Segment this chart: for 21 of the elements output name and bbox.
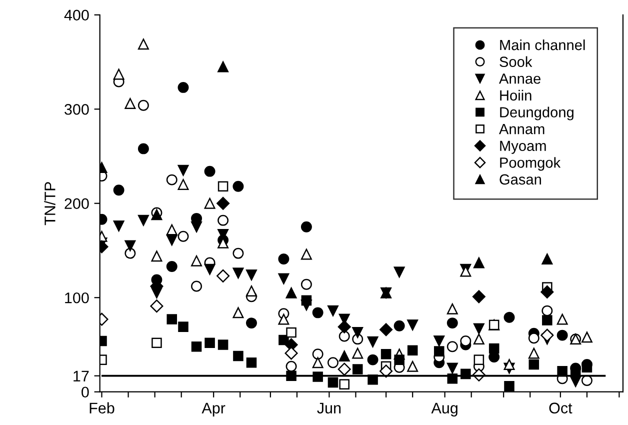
y-tick-label: 100 [65,292,89,304]
x-tick-label: Jun [317,402,341,414]
x-tick-label: Oct [549,402,572,414]
y-tick-label: 300 [64,104,89,115]
legend-label: Deungdong [500,106,574,120]
legend-label: Sook [500,56,532,68]
legend-label: Poomgok [500,157,561,171]
x-tick-label: Aug [431,402,458,417]
legend-label: Annam [499,124,544,134]
y-tick-label: 17 [74,370,89,382]
y-tick-label: 200 [64,198,89,210]
y-axis-title: TN/TP [44,182,56,226]
legend-label: Gasan [500,174,541,185]
legend-label: Main channel [500,39,585,50]
legend-label: Hoiin [500,90,532,101]
legend-label: Myoam [500,140,546,154]
x-tick-label: Apr [202,402,226,417]
y-tick-label: 0 [82,386,89,398]
y-tick-label: 400 [64,10,89,21]
x-tick-label: Feb [90,402,114,414]
legend-label: Annae [499,74,540,84]
